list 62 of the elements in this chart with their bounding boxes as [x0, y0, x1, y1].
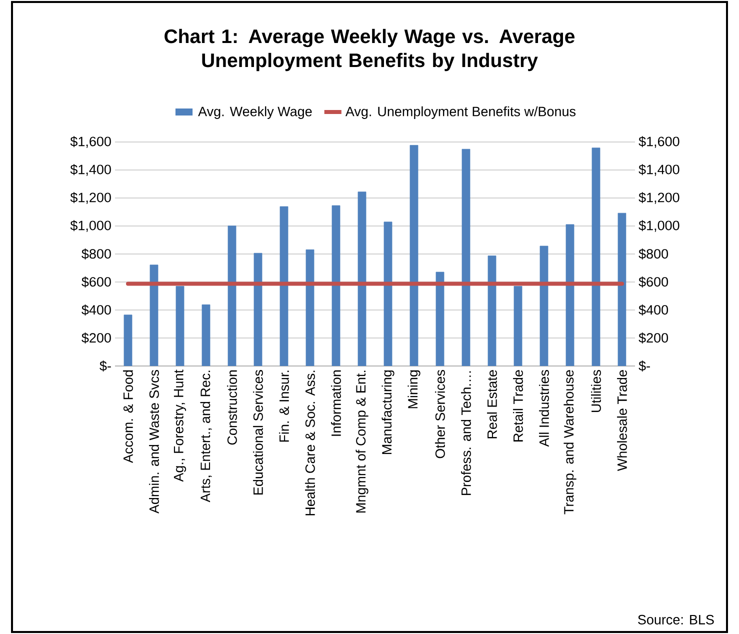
y2-tick-label: $1,600	[638, 136, 680, 148]
x-tick-label: Ag., Forestry, Hunt	[174, 370, 186, 482]
bar	[150, 264, 158, 366]
y2-tick-label: $-	[638, 360, 650, 372]
bar	[540, 246, 548, 366]
y-tick-label: $400	[82, 304, 111, 316]
bar	[488, 256, 496, 366]
x-tick-label: Health Care & Soc. Ass.	[305, 370, 315, 516]
y2-tick-label: $800	[638, 248, 668, 260]
y-tick-label: $600	[82, 276, 111, 288]
bar	[124, 314, 132, 366]
bar	[618, 212, 626, 366]
y2-tick-label: $400	[638, 304, 668, 316]
y-tick-label: $1,600	[70, 136, 111, 148]
x-tick-label: Other Services	[435, 370, 445, 458]
x-tick-label: Educational Services	[253, 370, 263, 494]
bar	[202, 304, 210, 366]
x-tick-label: Construction	[227, 370, 237, 445]
x-tick-label: Retail Trade	[513, 370, 523, 442]
x-tick-label: Arts, Entert., and Rec.	[200, 370, 212, 502]
y-tick-label: $-	[100, 360, 111, 372]
y2-tick-label: $1,200	[638, 192, 680, 204]
legend-label: Avg. Unemployment Benefits w/Bonus	[345, 106, 576, 119]
x-tick-label: Accom. & Food	[123, 370, 133, 464]
source-note: Source: BLS	[638, 614, 714, 624]
bar	[358, 192, 366, 366]
bar	[280, 206, 288, 366]
y2-tick-label: $1,400	[638, 164, 680, 176]
y-tick-label: $1,200	[70, 192, 111, 204]
y2-tick-label: $1,000	[638, 220, 680, 232]
bar	[228, 226, 236, 366]
x-tick-label: Information	[331, 370, 341, 436]
bar	[592, 148, 600, 366]
x-tick-label: Real Estate	[487, 370, 497, 438]
bar	[436, 272, 444, 366]
bar	[254, 252, 262, 366]
x-tick-label: Manufacturing	[382, 370, 394, 454]
bar	[462, 148, 470, 366]
y2-tick-label: $600	[638, 276, 668, 288]
bar	[306, 249, 314, 366]
x-tick-label: Transp. and Warehouse	[564, 370, 576, 514]
x-tick-label: All Industries	[539, 370, 549, 447]
bar	[410, 145, 418, 366]
x-tick-label: Wholesale Trade	[617, 370, 627, 472]
x-tick-label: Mngmnt of Comp & Ent.	[356, 370, 368, 512]
y-tick-label: $200	[82, 332, 111, 344]
bar	[176, 286, 184, 366]
bar	[514, 286, 522, 366]
y-tick-label: $1,400	[70, 164, 111, 176]
x-tick-label: Profess. and Tech.…	[461, 371, 471, 495]
chart-title: Chart 1: Average Weekly Wage vs. Average Unemployment Benefits by Industry	[164, 28, 575, 72]
x-tick-label: Admin. and Waste Svcs	[149, 370, 159, 514]
y2-tick-label: $200	[638, 332, 668, 344]
x-tick-label: Fin. & Insur.	[279, 370, 289, 442]
bar	[384, 222, 392, 366]
x-tick-label: Mining	[408, 370, 420, 408]
legend-label: Avg. Weekly Wage	[198, 106, 312, 119]
x-tick-label: Utilities	[591, 370, 601, 412]
bar	[566, 224, 574, 366]
y-tick-label: $1,000	[70, 220, 111, 232]
bar	[332, 205, 340, 366]
y-tick-label: $800	[82, 248, 111, 260]
